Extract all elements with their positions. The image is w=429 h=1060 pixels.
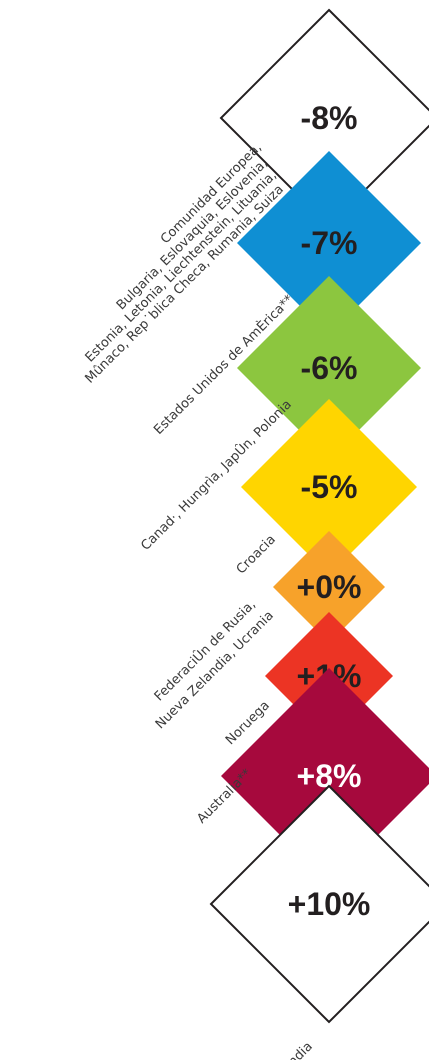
diamond-3: -6% — [237, 276, 421, 460]
diamond-1: -8% — [219, 8, 429, 228]
diamond-value: -5% — [301, 469, 358, 505]
diamond-8: +10% — [209, 784, 429, 1024]
diamond-4: -5% — [241, 399, 417, 575]
bottom-region-label: Islandia — [270, 1039, 316, 1060]
diamond-shape — [209, 784, 429, 1024]
diamond-value: -6% — [301, 350, 358, 386]
region-label: Croacia — [234, 532, 279, 577]
diamond-value: -7% — [301, 225, 358, 261]
diamond-5: +0% — [273, 531, 385, 643]
diamond-value: +0% — [297, 569, 362, 605]
diamond-value: -8% — [301, 100, 358, 136]
diamond-shape — [237, 276, 421, 460]
diamond-shape — [221, 668, 429, 884]
diamond-shape — [241, 399, 417, 575]
diamond-value: +10% — [288, 886, 371, 922]
diamond-shape — [237, 151, 421, 335]
diamond-shape — [273, 531, 385, 643]
diamond-2: -7% — [237, 151, 421, 335]
